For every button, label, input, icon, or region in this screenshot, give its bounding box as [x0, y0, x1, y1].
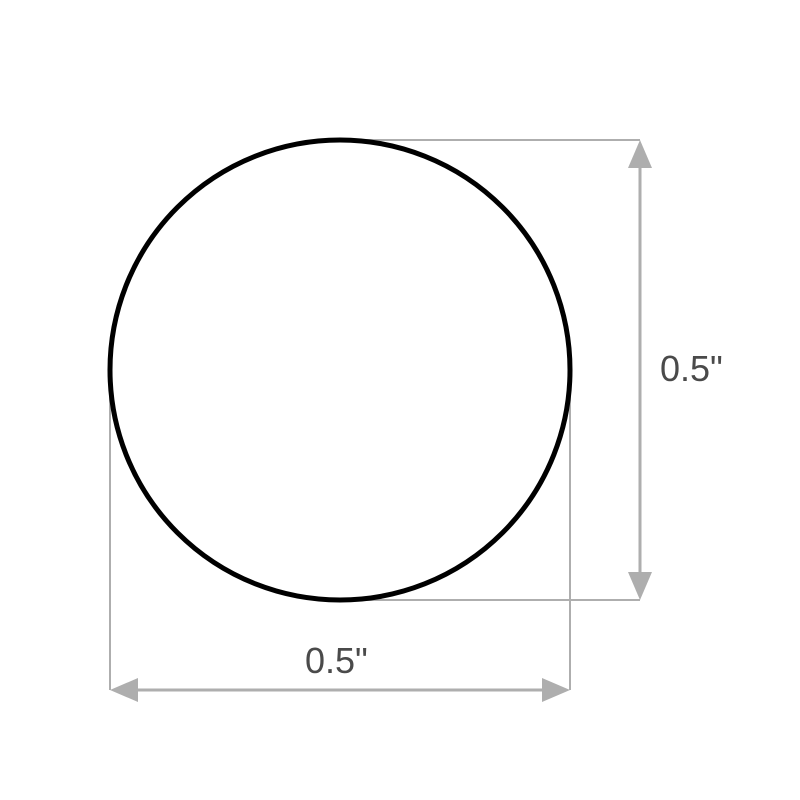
- arrow-down-icon: [628, 572, 652, 600]
- arrow-right-icon: [542, 678, 570, 702]
- arrow-left-icon: [110, 678, 138, 702]
- horizontal-dimension-label: 0.5": [305, 640, 368, 682]
- vertical-dimension-label: 0.5": [660, 348, 723, 390]
- dimension-diagram: [0, 0, 800, 800]
- arrow-up-icon: [628, 140, 652, 168]
- diagram-container: 0.5" 0.5": [0, 0, 800, 800]
- profile-circle: [110, 140, 570, 600]
